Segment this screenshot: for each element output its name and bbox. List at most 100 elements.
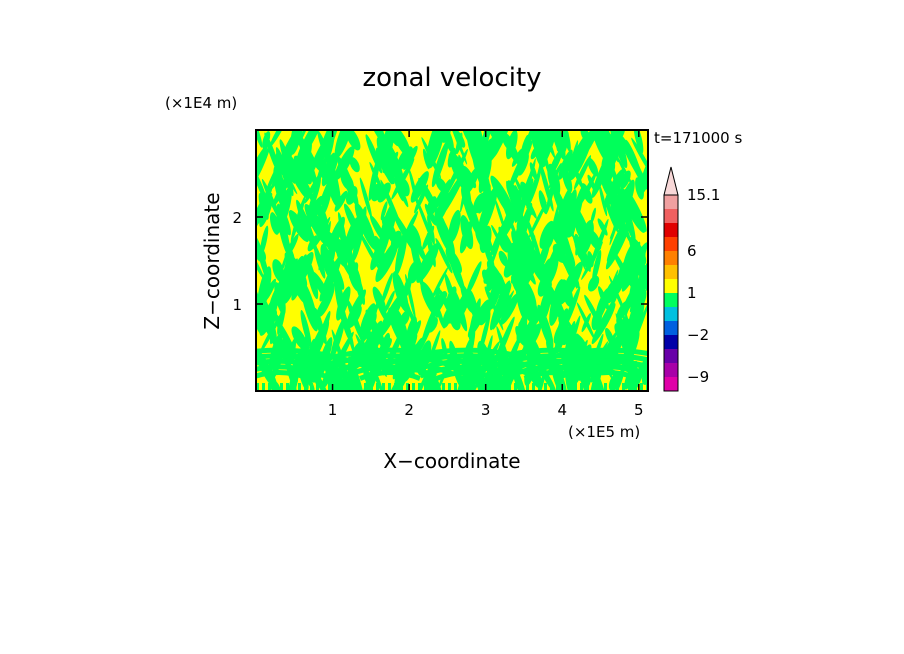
field-streak xyxy=(259,195,273,228)
field-surface-streak xyxy=(424,383,427,391)
field-streak xyxy=(478,299,492,326)
field-band xyxy=(529,353,648,374)
field-surface-streak xyxy=(622,383,625,391)
x-tick-label: 5 xyxy=(634,401,644,419)
field-streak xyxy=(580,221,594,255)
field-streak xyxy=(514,262,533,290)
field-surface-streak xyxy=(592,383,595,391)
field-surface-streak xyxy=(358,383,361,391)
field-streak xyxy=(485,271,499,292)
field-surface-streak xyxy=(472,383,475,391)
velocity-field xyxy=(256,130,648,391)
field-streak xyxy=(626,299,645,344)
field-surface-streak xyxy=(490,383,493,391)
field-streak xyxy=(631,137,648,180)
field-streak xyxy=(359,177,373,219)
field-streak xyxy=(426,130,444,165)
colorbar-segment xyxy=(664,265,678,279)
field-streaks xyxy=(256,130,648,391)
field-streak xyxy=(289,130,308,157)
field-band xyxy=(545,358,648,377)
field-streak xyxy=(426,233,436,268)
field-surface-streak xyxy=(544,383,547,391)
field-streak xyxy=(540,258,553,284)
chart-title: zonal velocity xyxy=(362,63,541,93)
field-streak xyxy=(435,304,445,329)
field-streak xyxy=(552,243,566,264)
field-streak xyxy=(499,374,514,391)
colorbar-label: 1 xyxy=(687,284,697,302)
field-surface-streak xyxy=(406,383,409,391)
field-streak xyxy=(398,185,409,208)
field-streak xyxy=(468,298,481,340)
field-streak xyxy=(256,130,263,148)
field-streak xyxy=(488,282,500,310)
field-streak xyxy=(530,143,541,160)
field-streak xyxy=(263,278,277,303)
field-streak xyxy=(538,190,548,215)
field-band xyxy=(256,364,326,379)
field-streak xyxy=(380,201,388,221)
field-streak xyxy=(496,272,506,292)
field-surface-streak xyxy=(292,383,295,391)
field-surface-streak xyxy=(436,383,439,391)
field-streak xyxy=(494,197,507,234)
field-streak xyxy=(520,296,532,322)
field-streak xyxy=(601,144,612,168)
field-streak xyxy=(256,282,270,324)
field-streak xyxy=(306,258,319,300)
field-streak xyxy=(439,289,457,324)
field-streak xyxy=(581,313,592,333)
field-streak xyxy=(587,275,600,292)
field-streak xyxy=(431,139,449,188)
field-streak xyxy=(333,367,354,391)
field-streak xyxy=(460,215,474,250)
field-streak xyxy=(574,233,584,260)
field-streak xyxy=(330,318,345,361)
colorbar-label: −2 xyxy=(687,326,709,344)
field-streak xyxy=(445,247,462,274)
field-streak xyxy=(348,262,359,280)
field-surface-streak xyxy=(532,383,535,391)
field-streak xyxy=(372,286,387,314)
field-streak xyxy=(521,134,529,152)
colorbar-segment xyxy=(664,251,678,265)
field-streak xyxy=(547,163,561,197)
field-surface-streak xyxy=(442,383,445,391)
field-streak xyxy=(599,184,608,217)
field-streak xyxy=(561,279,574,307)
field-streak xyxy=(471,130,481,151)
field-streak xyxy=(259,296,279,336)
field-streak xyxy=(368,155,380,201)
field-streak xyxy=(516,314,528,344)
field-surface-streak xyxy=(310,383,313,391)
field-streak xyxy=(486,189,496,206)
field-streak xyxy=(334,146,355,181)
field-surface-streak xyxy=(478,383,481,391)
field-surface-streak xyxy=(628,383,631,391)
field-surface-streak xyxy=(418,383,421,391)
field-streak xyxy=(337,212,347,243)
field-streak xyxy=(436,172,465,221)
field-surface-streak xyxy=(280,383,283,391)
colorbar-label: −9 xyxy=(687,368,709,386)
field-streak xyxy=(321,247,345,290)
colorbar-segment xyxy=(664,209,678,223)
field-streak xyxy=(539,220,555,249)
field-streak xyxy=(524,195,537,219)
field-streak xyxy=(515,202,533,252)
field-streak xyxy=(581,241,603,280)
field-surface-streak xyxy=(526,383,529,391)
field-surface-streak xyxy=(502,383,505,391)
plot-frame xyxy=(255,129,649,392)
field-surface-streak xyxy=(262,383,265,391)
field-streak xyxy=(487,130,513,163)
field-streak xyxy=(540,275,566,323)
field-surface-streak xyxy=(352,383,355,391)
field-surface-streak xyxy=(376,383,379,391)
field-surface-streak xyxy=(514,383,517,391)
field-surface-streak xyxy=(496,383,499,391)
field-streak xyxy=(352,206,367,262)
x-tick-label: 4 xyxy=(557,401,567,419)
field-surface-streak xyxy=(580,383,583,391)
